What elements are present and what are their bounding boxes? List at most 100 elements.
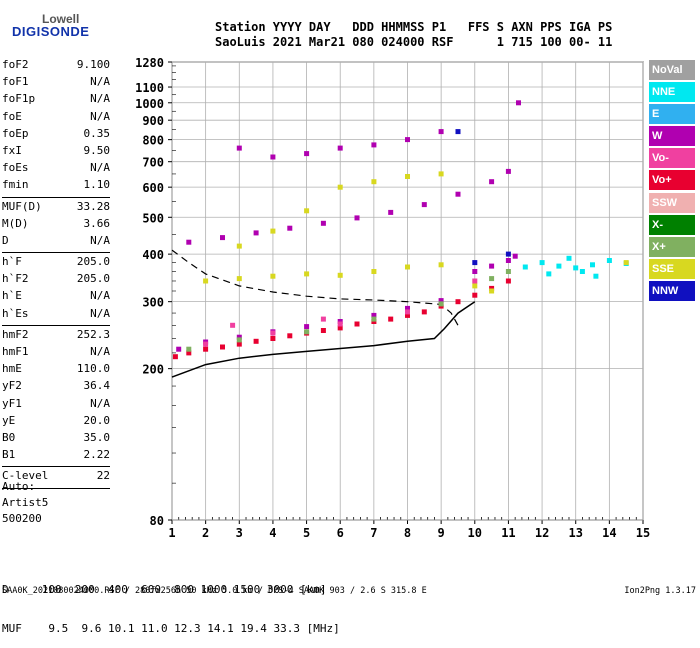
echo-point-vo- [388, 316, 394, 322]
echo-point-w [371, 142, 377, 148]
param-name: yF1 [2, 396, 22, 410]
echo-point-w [186, 239, 192, 245]
x-tick-label: 15 [636, 526, 650, 540]
scaled-parameters-panel: foF2 9.100 foF1 N/A foF1p N/A foE N/A foEp 0.35 fx… [2, 58, 110, 491]
x-tick-label: 1 [168, 526, 175, 540]
param-value: 2.22 [83, 448, 111, 462]
echo-point-vo- [186, 350, 192, 356]
param-name: M(D) [2, 216, 29, 230]
legend-item-w: W [649, 126, 695, 147]
param-value: N/A [90, 345, 110, 358]
param-row: fmin 1.10 [2, 178, 110, 195]
y-tick-label: 200 [142, 363, 164, 377]
param-separator [2, 324, 110, 326]
echo-point-w [337, 145, 343, 151]
param-row: h`Es N/A [2, 307, 110, 324]
echo-point-x- [505, 269, 511, 274]
param-row: M(D) 3.66 [2, 217, 110, 234]
param-row: h`F 205.0 [2, 255, 110, 272]
echo-point-vo- [236, 341, 242, 347]
param-row: B1 2.22 [2, 448, 110, 465]
header-labels: Station YYYY DAY DDD HHMMSS P1 FFS S AXN… [215, 20, 613, 34]
echo-point-sse [371, 269, 377, 274]
param-name: B1 [2, 448, 16, 462]
echo-point-vo- [270, 336, 276, 341]
echo-point-nne [606, 258, 612, 263]
y-tick-label: 800 [142, 134, 164, 148]
y-tick-label: 1100 [135, 81, 164, 95]
param-value: 35.0 [83, 430, 111, 444]
echo-point-nne [593, 273, 599, 279]
echo-point-vo- [337, 325, 343, 331]
echo-point-vo- [230, 322, 236, 328]
echo-point-vo- [405, 312, 410, 318]
param-row: foE N/A [2, 110, 110, 127]
echo-point-w [405, 305, 410, 311]
param-name: hmF2 [2, 327, 29, 341]
echo-point-vo- [270, 330, 276, 336]
echo-point-vo- [320, 316, 326, 322]
echo-point-nnw [455, 129, 461, 135]
echo-point-x- [186, 346, 192, 352]
param-name: foF1p [2, 92, 36, 106]
param-row: hmF2 252.3 [2, 328, 110, 345]
param-row: D N/A [2, 234, 110, 251]
legend-item-vo-: Vo+ [649, 170, 695, 191]
echo-point-sse [337, 272, 343, 278]
param-value: N/A [90, 92, 110, 106]
echo-point-x- [489, 276, 495, 282]
param-separator [2, 487, 110, 489]
echo-point-vo- [287, 333, 293, 339]
param-row: yF2 36.4 [2, 379, 110, 396]
echo-point-w [405, 137, 410, 143]
param-name: foF1 [2, 75, 29, 89]
param-value: N/A [90, 396, 110, 410]
y-tick-label: 700 [142, 156, 164, 170]
x-tick-label: 10 [468, 526, 482, 540]
echo-point-vo- [203, 341, 209, 347]
echo-point-sse [304, 208, 310, 214]
echo-point-w [354, 215, 360, 221]
x-tick-label: 9 [438, 526, 445, 540]
param-name: fmin [2, 178, 29, 192]
param-name: C-level [2, 469, 49, 483]
echo-point-w [287, 225, 293, 231]
param-value: 36.4 [83, 379, 111, 393]
echo-point-w [304, 151, 310, 157]
param-value: N/A [90, 306, 110, 320]
param-name: hmF1 [2, 345, 29, 358]
echo-point-w [512, 253, 518, 259]
param-row: foEs N/A [2, 161, 110, 178]
echo-point-vo- [489, 285, 495, 291]
param-row: foEp 0.35 [2, 127, 110, 144]
echo-point-w [421, 202, 427, 208]
param-value: 252.3 [76, 327, 110, 341]
legend-item-vo-: Vo- [649, 148, 695, 169]
echo-point-sse [337, 184, 343, 190]
param-name: MUF(D) [2, 199, 42, 213]
param-row: h`E N/A [2, 289, 110, 306]
echo-point-sse [304, 271, 310, 277]
echo-point-x- [371, 316, 377, 322]
echo-point-w [220, 235, 225, 241]
echo-point-vo- [472, 278, 478, 284]
param-value: 22 [96, 469, 110, 483]
echo-point-nne [556, 263, 562, 269]
legend-item-x-: X+ [649, 236, 695, 257]
param-row: fxI 9.50 [2, 144, 110, 161]
param-value: N/A [90, 109, 110, 123]
legend-item-nne: NNE [649, 82, 695, 103]
x-tick-label: 13 [568, 526, 582, 540]
echo-point-sse [472, 283, 478, 289]
x-tick-label: 2 [202, 526, 209, 540]
param-value: 110.0 [76, 362, 110, 376]
param-name: yE [2, 413, 16, 427]
legend-item-ssw: SSW [649, 192, 695, 213]
param-name: h`F2 [2, 272, 29, 286]
param-name: foEs [2, 161, 29, 175]
echo-point-w [516, 100, 521, 106]
polarization-legend: NoVal NNE E W Vo- Vo+ SSW X- X+ SSE NNW [649, 60, 695, 303]
param-value: 205.0 [76, 272, 110, 286]
param-value: 20.0 [83, 413, 111, 427]
echo-point-w [489, 263, 495, 269]
